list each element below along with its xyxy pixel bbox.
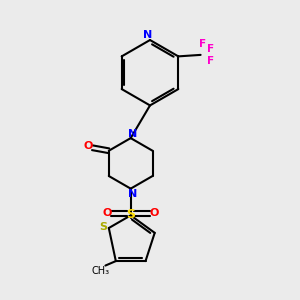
Text: N: N	[128, 189, 137, 199]
Text: F: F	[207, 44, 214, 54]
Text: N: N	[128, 129, 138, 139]
Text: O: O	[102, 208, 112, 218]
Text: CH₃: CH₃	[91, 266, 109, 277]
Text: S: S	[100, 222, 107, 233]
Text: F: F	[199, 39, 206, 49]
Text: N: N	[143, 30, 152, 40]
Text: O: O	[83, 141, 93, 151]
Text: F: F	[207, 56, 214, 66]
Text: O: O	[150, 208, 159, 218]
Text: S: S	[126, 208, 135, 221]
